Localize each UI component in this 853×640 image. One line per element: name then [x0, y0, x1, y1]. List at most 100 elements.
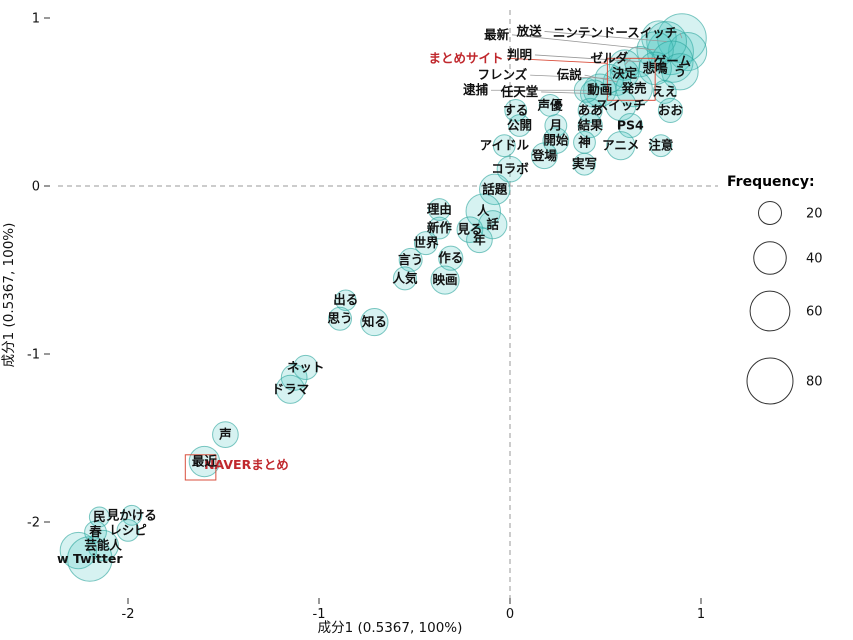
bubble — [280, 364, 308, 391]
bubble-label: ドラマ — [272, 381, 310, 396]
x-tick-label: 1 — [697, 607, 705, 622]
y-tick-label: -2 — [27, 516, 40, 531]
bubble-label: 開始 — [543, 133, 569, 148]
label-leader-line — [679, 32, 683, 39]
y-tick-label: 1 — [32, 12, 40, 27]
label-leader-line — [541, 91, 595, 94]
bubble — [504, 98, 528, 122]
bubble-label: アニメ — [602, 138, 639, 153]
bubble-label: する — [503, 102, 528, 117]
legend-size-label: 60 — [806, 305, 823, 320]
legend-title: Frequency: — [727, 174, 815, 190]
label-leader-line — [530, 74, 610, 79]
y-axis-title: 成分1 (0.5367, 100%) — [1, 223, 17, 368]
bubble-label: フレンズ — [477, 67, 527, 82]
bubble — [542, 127, 570, 154]
bubble — [606, 131, 636, 161]
bubble-label: 判明 — [507, 47, 532, 62]
label-leader-line — [534, 54, 640, 63]
legend-size-circle — [746, 357, 794, 405]
bubble — [466, 226, 493, 254]
bubble — [479, 173, 511, 206]
bubble-label: う — [674, 64, 687, 79]
bubble-label: 声優 — [537, 97, 564, 112]
bubble — [657, 97, 683, 123]
legend: 20 40 60 80 — [746, 201, 823, 405]
bubble-label: 逮捕 — [463, 82, 489, 97]
bubble — [573, 152, 596, 176]
legend-size-circle — [758, 201, 782, 225]
legend-size-label: 20 — [806, 207, 823, 222]
bubble-label: 民 — [93, 509, 106, 524]
annotation-rect — [606, 57, 656, 101]
bubble-label: 公開 — [507, 118, 532, 133]
bubble-label: レシピ — [109, 522, 147, 537]
bubble — [398, 247, 423, 272]
bubble — [116, 518, 140, 542]
bubble-label: ゼルダ — [591, 50, 629, 65]
bubble — [652, 79, 677, 104]
bubble — [275, 374, 305, 404]
x-tick-label: -1 — [313, 607, 326, 622]
bubble-label: 映画 — [433, 272, 458, 287]
bubble — [427, 198, 451, 221]
annotation-label: まとめサイト — [429, 50, 504, 65]
bubble-label: 作る — [438, 250, 463, 265]
bubble — [465, 193, 502, 229]
legend-size-circle — [753, 241, 787, 275]
x-tick-label: 0 — [506, 607, 514, 622]
bubble-label: 知る — [361, 314, 387, 329]
bubble-label: w Twitter — [57, 551, 123, 566]
bubble-label: 動画 — [587, 82, 612, 97]
bubble — [430, 265, 460, 295]
annotations-layer: まとめサイト NAVERまとめ — [184, 50, 656, 481]
bubble — [88, 506, 110, 528]
bubbles-layer — [59, 13, 708, 582]
bubble — [605, 89, 637, 122]
bubble-label: ニンテンドースイッチ — [553, 25, 677, 40]
y-tick-label: -1 — [27, 348, 40, 363]
y-tick-label: 0 — [32, 180, 40, 195]
bubble — [427, 216, 451, 240]
bubble-label: 悲鳴 — [643, 60, 669, 75]
bubble — [392, 266, 417, 291]
axes: -2 -1 0 1 1 0 -1 -2 — [27, 12, 705, 623]
bubble-label: おお — [658, 102, 684, 117]
bubble — [293, 354, 319, 380]
bubble — [496, 155, 524, 183]
bubble-label: 神 — [578, 134, 591, 149]
annotation-leader-line — [507, 57, 608, 64]
bubble-label: 見かける — [106, 507, 157, 522]
bubble-label: アイドル — [480, 138, 530, 153]
bubble — [456, 216, 484, 244]
bubble-label: 人 — [477, 203, 490, 218]
label-leader-line — [511, 34, 656, 51]
bubble — [67, 536, 113, 582]
leader-lines — [491, 31, 683, 94]
bubble-label: 最近 — [192, 454, 218, 469]
bubble-label: PS4 — [617, 118, 644, 133]
bubble — [413, 231, 438, 256]
bubble-label: 声 — [218, 427, 232, 442]
bubble-label: 実写 — [572, 156, 597, 171]
bubble-label: 結果 — [578, 118, 604, 133]
bubble-label: 登場 — [531, 148, 558, 163]
bubble — [438, 245, 464, 271]
bubble — [531, 142, 558, 170]
label-leader-line — [544, 31, 667, 42]
bubble-label: 伝説 — [557, 67, 583, 82]
bubble-label: 理由 — [427, 202, 452, 217]
bubble — [649, 134, 673, 158]
bubble — [121, 504, 143, 526]
bubble-label: 世界 — [413, 235, 439, 250]
bubble-label: 月 — [549, 118, 563, 133]
bubble — [492, 134, 516, 158]
bubble-label: 芸能人 — [84, 538, 122, 553]
bubble — [59, 531, 98, 570]
bubble-label: ああ — [578, 102, 603, 117]
annotation-label: NAVERまとめ — [204, 457, 289, 472]
bubble — [577, 97, 603, 123]
bubble — [544, 114, 568, 137]
